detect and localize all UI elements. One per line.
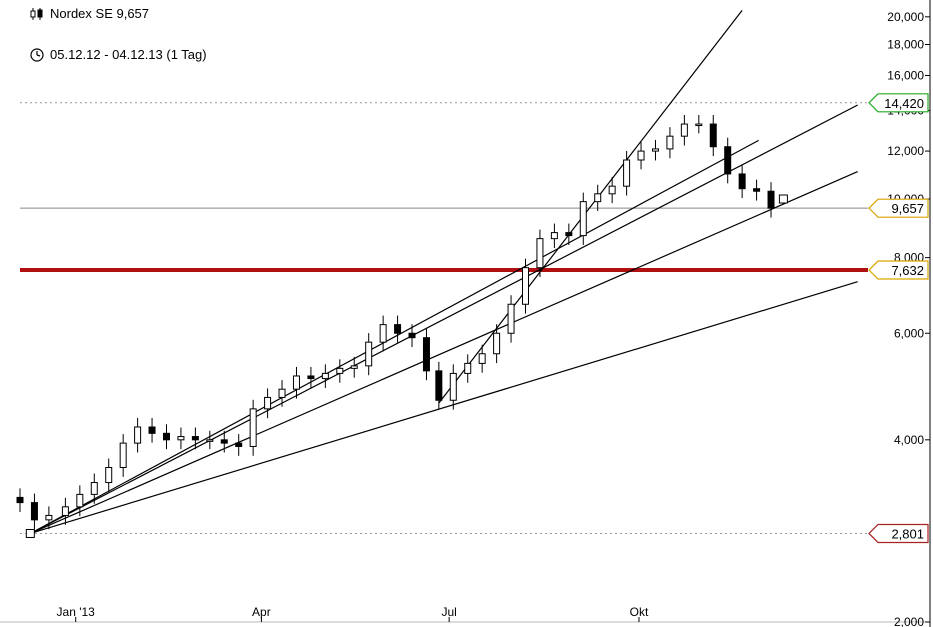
candle-body <box>594 193 602 203</box>
price-tag <box>868 93 929 113</box>
trendline <box>30 281 858 535</box>
candle-body <box>61 506 69 516</box>
x-tick-label: Jan '13 <box>57 605 96 619</box>
chart-range-row: 05.12.12 - 04.12.13 (1 Tag) <box>30 47 207 62</box>
candle-body <box>249 408 257 447</box>
candle-body <box>623 159 631 187</box>
price-tag <box>868 260 929 280</box>
candle-body <box>105 467 113 484</box>
candle-body <box>680 123 688 137</box>
x-tick-label: Jul <box>441 605 456 619</box>
candle-body <box>379 324 387 343</box>
trend-anchor-marker <box>25 528 35 538</box>
candle-body <box>264 396 272 410</box>
candle-body <box>666 135 674 150</box>
y-tick-label: 18,000 <box>887 38 924 52</box>
candle-body <box>408 332 416 339</box>
candle-body <box>119 442 127 469</box>
trendline <box>30 139 759 535</box>
candle-body <box>464 362 472 374</box>
candle-body <box>76 493 84 508</box>
price-tag-label: 7,632 <box>891 263 924 278</box>
y-tick-label: 20,000 <box>887 10 924 24</box>
y-tick-label: 2,000 <box>894 615 924 627</box>
candle-body <box>536 238 544 269</box>
candle-body <box>651 148 659 152</box>
candle-body <box>191 436 199 441</box>
candle-body <box>724 146 732 175</box>
candle-body <box>767 190 775 209</box>
clock-icon <box>30 47 44 62</box>
candle-body <box>30 502 38 521</box>
candle-body <box>753 188 761 192</box>
trendline <box>30 171 858 535</box>
candle-body <box>422 337 430 372</box>
price-tag-label: 14,420 <box>884 96 924 111</box>
price-tag-label: 9,657 <box>891 201 924 216</box>
candle-body <box>220 439 228 444</box>
candle-body <box>608 185 616 195</box>
trendline <box>438 9 743 404</box>
y-tick-label: 12,000 <box>887 144 924 158</box>
candle-body <box>292 375 300 390</box>
candle-body <box>449 372 457 401</box>
candlestick-icon <box>30 7 43 20</box>
candle-body <box>278 388 286 398</box>
candle-body <box>478 353 486 364</box>
chart-title: Nordex SE 9,657 <box>50 6 150 21</box>
candle-body <box>565 232 573 237</box>
candle-body <box>307 375 315 380</box>
candle-body <box>695 123 703 127</box>
price-tag <box>868 198 929 218</box>
candle-body <box>550 232 558 240</box>
y-tick-label: 6,000 <box>894 326 924 340</box>
candle-body <box>90 482 98 495</box>
price-tag <box>868 523 929 544</box>
candle-body <box>321 372 329 380</box>
candle-body <box>493 332 501 355</box>
candle-body <box>235 442 243 447</box>
y-tick-label: 16,000 <box>887 68 924 82</box>
y-tick-label: 4,000 <box>894 433 924 447</box>
candle-body <box>507 303 515 334</box>
candle-body <box>394 324 402 334</box>
candle-body <box>365 341 373 367</box>
chart-date-range: 05.12.12 - 04.12.13 (1 Tag) <box>50 47 207 62</box>
price-tag-label: 2,801 <box>891 526 924 541</box>
candle-body <box>709 123 717 148</box>
trend-end-marker <box>778 194 788 204</box>
candle-body <box>16 496 24 504</box>
candle-body <box>521 267 529 305</box>
candle-body <box>637 150 645 161</box>
x-tick-label: Apr <box>252 605 271 619</box>
candle-body <box>148 426 156 434</box>
candle-body <box>435 370 443 401</box>
candle-body <box>134 426 142 444</box>
candle-body <box>177 436 185 441</box>
candle-body <box>206 439 214 442</box>
chart-title-row: Nordex SE 9,657 <box>30 6 149 21</box>
candle-body <box>738 173 746 190</box>
candle-body <box>350 365 358 369</box>
x-tick-label: Okt <box>630 605 649 619</box>
candle-body <box>45 514 53 521</box>
candle-body <box>579 201 587 237</box>
candle-body <box>336 367 344 374</box>
trendline <box>30 104 858 535</box>
candle-body <box>162 432 170 441</box>
